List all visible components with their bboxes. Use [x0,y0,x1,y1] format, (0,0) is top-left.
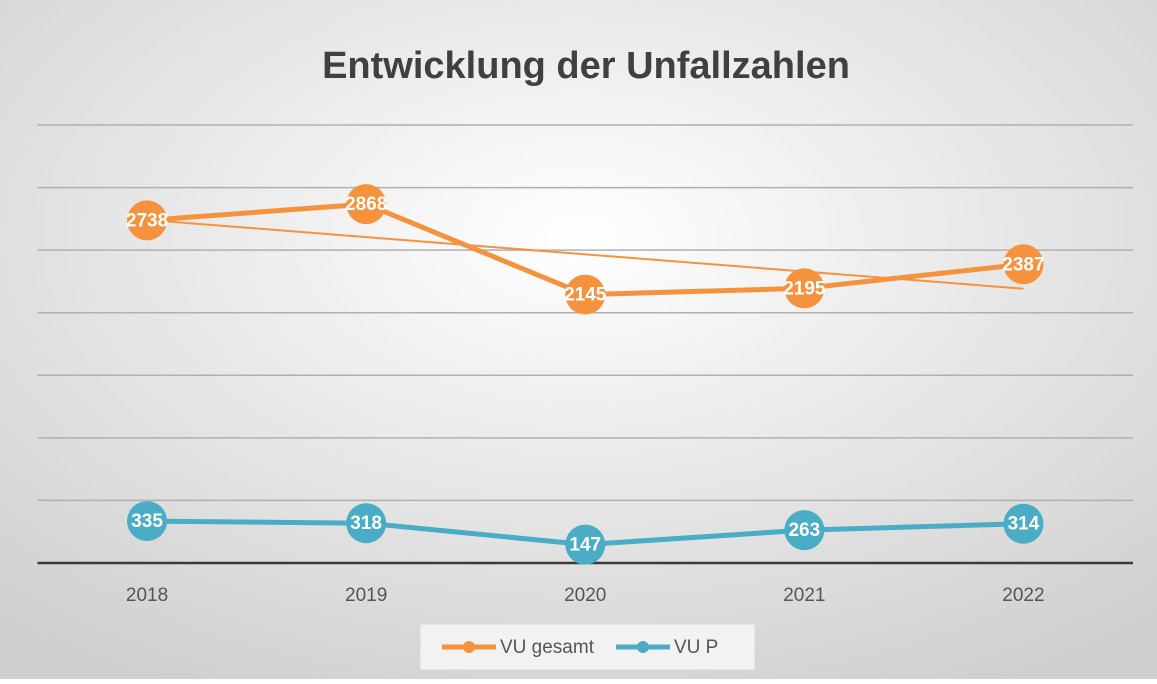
legend-marker [636,641,649,653]
chart-title: Entwicklung der Unfallzahlen [322,45,850,87]
trendline [146,218,1024,290]
marker [784,268,825,309]
data-label: 2387 [1002,254,1044,275]
marker [127,200,168,241]
legend-label: VU P [674,637,718,658]
marker [1003,244,1044,285]
x-tick-label: 2019 [345,585,387,606]
marker [565,524,606,565]
marker [784,510,825,551]
x-tick-label: 2022 [1002,585,1044,606]
x-tick-label: 2020 [564,585,606,606]
data-label: 147 [569,535,601,556]
data-label: 318 [350,513,382,534]
x-tick-label: 2018 [126,585,168,606]
data-label: 2868 [345,194,387,215]
data-label: 2145 [564,285,607,306]
marker [1003,503,1044,544]
marker [346,503,387,544]
legend-label: VU gesamt [500,637,595,658]
marker [346,184,387,225]
marker [565,274,606,315]
legend-marker [463,641,475,653]
data-label: 335 [131,511,163,532]
data-label: 2195 [783,278,826,299]
data-label: 263 [788,520,820,541]
data-label: 314 [1008,514,1040,535]
data-label: 2738 [126,210,168,231]
x-tick-label: 2021 [783,585,825,606]
marker [127,501,168,542]
